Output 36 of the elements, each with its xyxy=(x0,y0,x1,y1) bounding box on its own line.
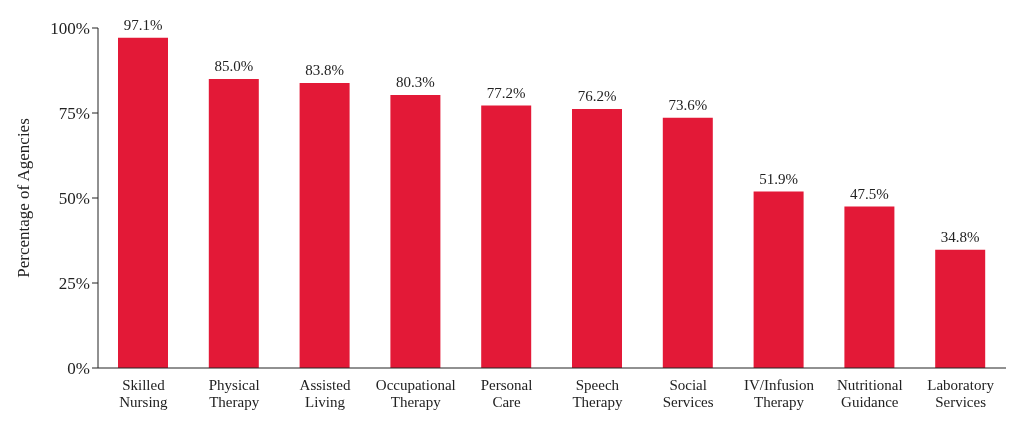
x-tick-label: Social Services xyxy=(662,377,714,410)
x-tick-label: IV/Infusion Therapy xyxy=(744,377,815,410)
x-tick-label: Nutritional Guidance xyxy=(836,377,903,410)
bar xyxy=(481,105,532,368)
y-axis-title: Percentage of Agencies xyxy=(14,118,34,278)
data-label: 80.3% xyxy=(396,73,435,90)
data-label: 85.0% xyxy=(214,58,254,74)
x-tick-label: Assisted Living xyxy=(299,377,351,410)
data-label: 97.1% xyxy=(123,16,163,33)
y-tick-label: 0% xyxy=(67,359,90,379)
data-label: 34.8% xyxy=(940,228,980,245)
bar xyxy=(208,79,259,368)
bar xyxy=(390,94,441,368)
data-label: 47.5% xyxy=(850,185,889,202)
x-tick-label: Personal Care xyxy=(480,377,533,410)
y-tick-label: 50% xyxy=(58,189,90,209)
x-tick-label: Laboratory Services xyxy=(927,377,995,410)
data-label: 76.2% xyxy=(577,87,617,104)
bar xyxy=(844,206,895,368)
y-tick-label: 100% xyxy=(50,19,90,39)
data-label: 77.2% xyxy=(486,84,526,101)
x-tick-label: Skilled Nursing xyxy=(119,377,169,410)
bar xyxy=(572,108,622,368)
bar xyxy=(935,249,986,368)
data-label: 73.6% xyxy=(668,96,708,113)
x-tick-label: Occupational Therapy xyxy=(375,377,456,410)
data-label: 51.9% xyxy=(759,170,798,187)
bar xyxy=(299,83,350,368)
y-tick-label: 75% xyxy=(58,104,90,124)
x-tick-label: Speech Therapy xyxy=(572,377,623,410)
x-tick-label: Physical Therapy xyxy=(208,377,260,410)
y-tick-label: 25% xyxy=(58,274,90,294)
data-label: 83.8% xyxy=(305,62,344,79)
bar xyxy=(118,37,168,368)
bar xyxy=(662,117,713,368)
bar xyxy=(753,191,804,368)
